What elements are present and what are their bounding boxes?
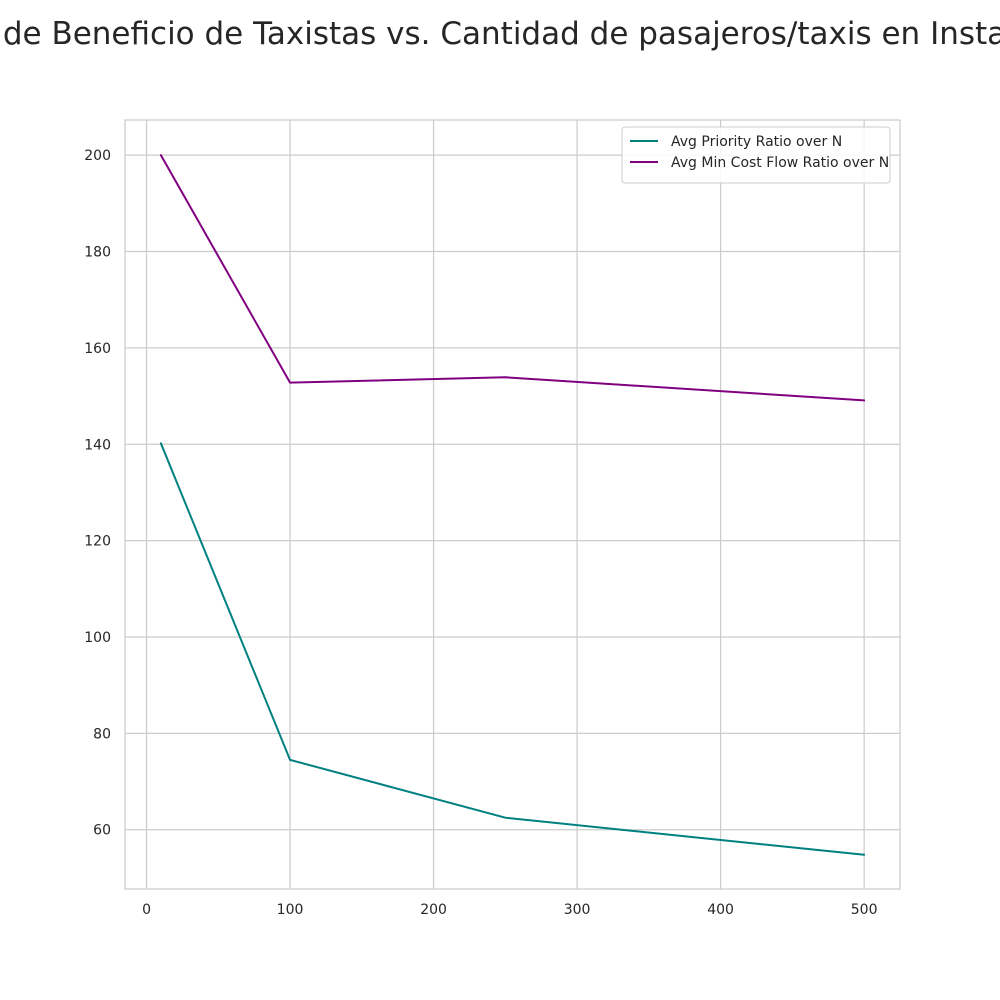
legend-label: Avg Min Cost Flow Ratio over N bbox=[671, 155, 889, 171]
y-tick-label: 140 bbox=[84, 437, 111, 453]
x-tick-label: 0 bbox=[142, 902, 151, 918]
y-tick-label: 200 bbox=[84, 148, 111, 164]
x-tick-label: 400 bbox=[707, 902, 734, 918]
grid-lines bbox=[125, 120, 900, 889]
y-tick-label: 180 bbox=[84, 245, 111, 261]
x-tick-label: 500 bbox=[851, 902, 878, 918]
legend-label: Avg Priority Ratio over N bbox=[671, 134, 842, 150]
series-line-priority bbox=[159, 442, 866, 856]
x-tick-label: 200 bbox=[420, 902, 447, 918]
data-series bbox=[159, 154, 866, 856]
chart-title: Ratio de Beneficio de Taxistas vs. Canti… bbox=[0, 16, 1000, 52]
y-tick-label: 100 bbox=[84, 630, 111, 646]
axis-tick-labels: 0 100 200 300 400 500 60 80 100 120 140 160 180 200 bbox=[84, 148, 877, 918]
y-tick-label: 60 bbox=[93, 823, 111, 839]
y-tick-label: 120 bbox=[84, 534, 111, 550]
x-tick-label: 100 bbox=[277, 902, 304, 918]
x-tick-label: 300 bbox=[564, 902, 591, 918]
y-tick-label: 80 bbox=[93, 726, 111, 742]
legend: Avg Priority Ratio over N Avg Min Cost Fl… bbox=[621, 126, 891, 184]
series-line-min-cost-flow bbox=[159, 154, 866, 402]
plot-area-frame bbox=[124, 119, 901, 890]
y-tick-label: 160 bbox=[84, 341, 111, 357]
legend-box bbox=[621, 126, 891, 184]
